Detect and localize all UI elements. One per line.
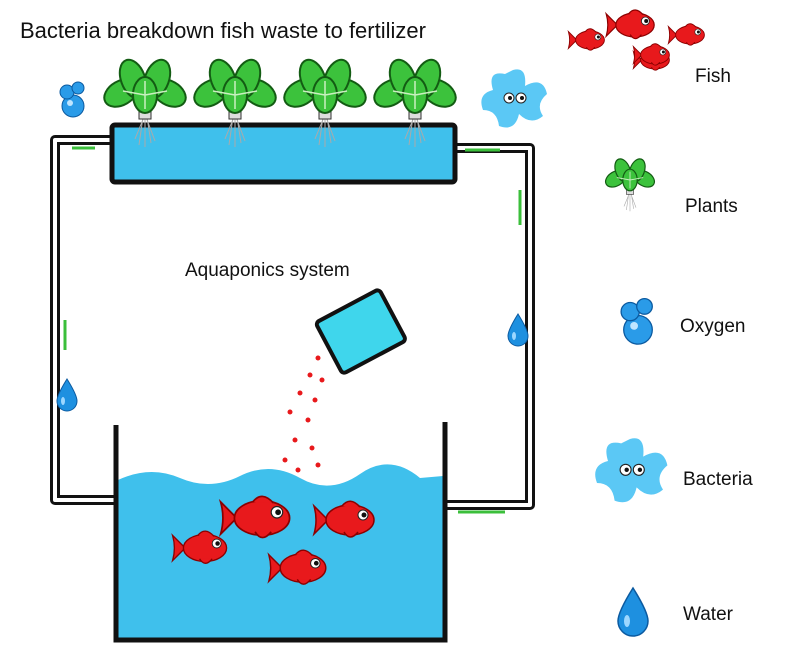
- legend-label: Fish: [695, 66, 731, 87]
- legend: Fish Plants Oxygen Bacteria Water: [595, 44, 753, 636]
- fish: [668, 24, 704, 45]
- oxygen-bubbles: [60, 82, 84, 117]
- legend-icon-water: [618, 588, 648, 636]
- title: Bacteria breakdown fish waste to fertili…: [20, 18, 426, 43]
- legend-label: Bacteria: [683, 469, 753, 490]
- legend-label: Plants: [685, 196, 738, 217]
- bacteria: [481, 69, 547, 127]
- system-label: Aquaponics system: [185, 260, 350, 281]
- legend-label: Water: [683, 604, 734, 625]
- fish: [606, 10, 654, 39]
- fish: [568, 29, 604, 50]
- legend-icon-oxygen: [621, 299, 652, 345]
- legend-icon-plant: [603, 157, 658, 212]
- diagram: Bacteria breakdown fish waste to fertili…: [0, 0, 788, 647]
- tank-water: [118, 464, 443, 638]
- food-pellets: [283, 356, 325, 473]
- page: Bacteria breakdown fish waste to fertili…: [0, 0, 788, 647]
- feed-box: [315, 289, 406, 374]
- grow-bed: [112, 125, 455, 182]
- legend-icon-bacteria: [595, 438, 667, 502]
- legend-label: Oxygen: [680, 316, 745, 337]
- pipes: [55, 140, 530, 512]
